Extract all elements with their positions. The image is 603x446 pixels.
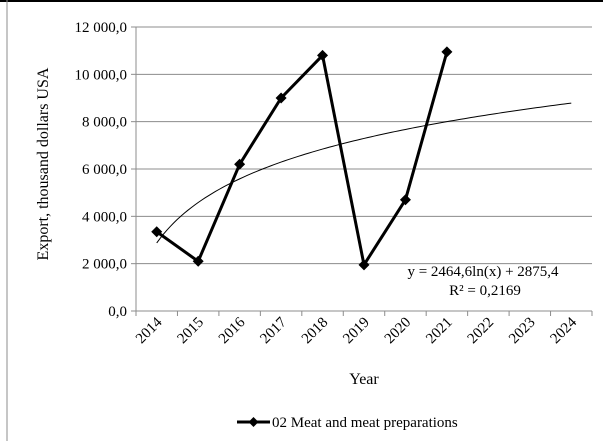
x-tick-labels: 2014 2015 2016 2017 2018 2019 2020 2021 2022 2023… bbox=[133, 314, 580, 347]
legend-marker-diamond bbox=[248, 417, 259, 427]
data-point-2014 bbox=[151, 226, 163, 238]
x-axis-title: Year bbox=[349, 371, 379, 388]
x-tick-label: 2014 bbox=[133, 314, 166, 347]
x-tick-label: 2024 bbox=[548, 314, 581, 347]
x-tick-label: 2023 bbox=[506, 315, 539, 348]
trendline-layer bbox=[156, 102, 572, 244]
x-tick-label: 2019 bbox=[340, 315, 373, 348]
x-tick-label: 2022 bbox=[465, 315, 498, 348]
axes bbox=[131, 26, 593, 316]
data-point-2020 bbox=[399, 194, 411, 206]
data-point-2021 bbox=[441, 46, 453, 58]
trendline-equation: y = 2464,6ln(x) + 2875,4 bbox=[407, 264, 559, 280]
data-point-2018 bbox=[317, 49, 329, 61]
y-tick-label: 6 000,0 bbox=[82, 162, 127, 178]
y-tick-label: 10 000,0 bbox=[75, 67, 128, 83]
y-tick-label: 4 000,0 bbox=[82, 209, 127, 225]
legend: 02 Meat and meat preparations bbox=[237, 415, 458, 431]
data-point-2015 bbox=[192, 255, 204, 267]
x-tick-label: 2021 bbox=[423, 315, 456, 348]
legend-label: 02 Meat and meat preparations bbox=[272, 415, 458, 431]
data-point-2019 bbox=[358, 259, 370, 271]
trendline-r-squared: R² = 0,2169 bbox=[449, 283, 521, 299]
y-tick-label: 8 000,0 bbox=[82, 115, 127, 131]
series-layer bbox=[151, 46, 453, 271]
x-tick-label: 2015 bbox=[174, 315, 207, 348]
trendline bbox=[156, 102, 572, 244]
x-tick-label: 2016 bbox=[216, 314, 249, 347]
y-tick-label: 0,0 bbox=[108, 304, 127, 320]
y-tick-label: 2 000,0 bbox=[82, 257, 127, 273]
x-tick-label: 2018 bbox=[299, 315, 332, 348]
y-tick-labels: 0,0 2 000,0 4 000,0 6 000,0 8 000,0 10 000,0 1… bbox=[75, 20, 128, 320]
data-point-2017 bbox=[275, 92, 287, 104]
x-tick-label: 2017 bbox=[257, 314, 290, 347]
y-tick-label: 12 000,0 bbox=[75, 20, 128, 36]
series-line-0 bbox=[155, 51, 449, 269]
data-point-2016 bbox=[234, 158, 246, 170]
gridlines bbox=[136, 26, 592, 265]
y-axis-title: Export, thousand dollars USA bbox=[35, 67, 52, 260]
x-tick-label: 2020 bbox=[382, 315, 415, 348]
